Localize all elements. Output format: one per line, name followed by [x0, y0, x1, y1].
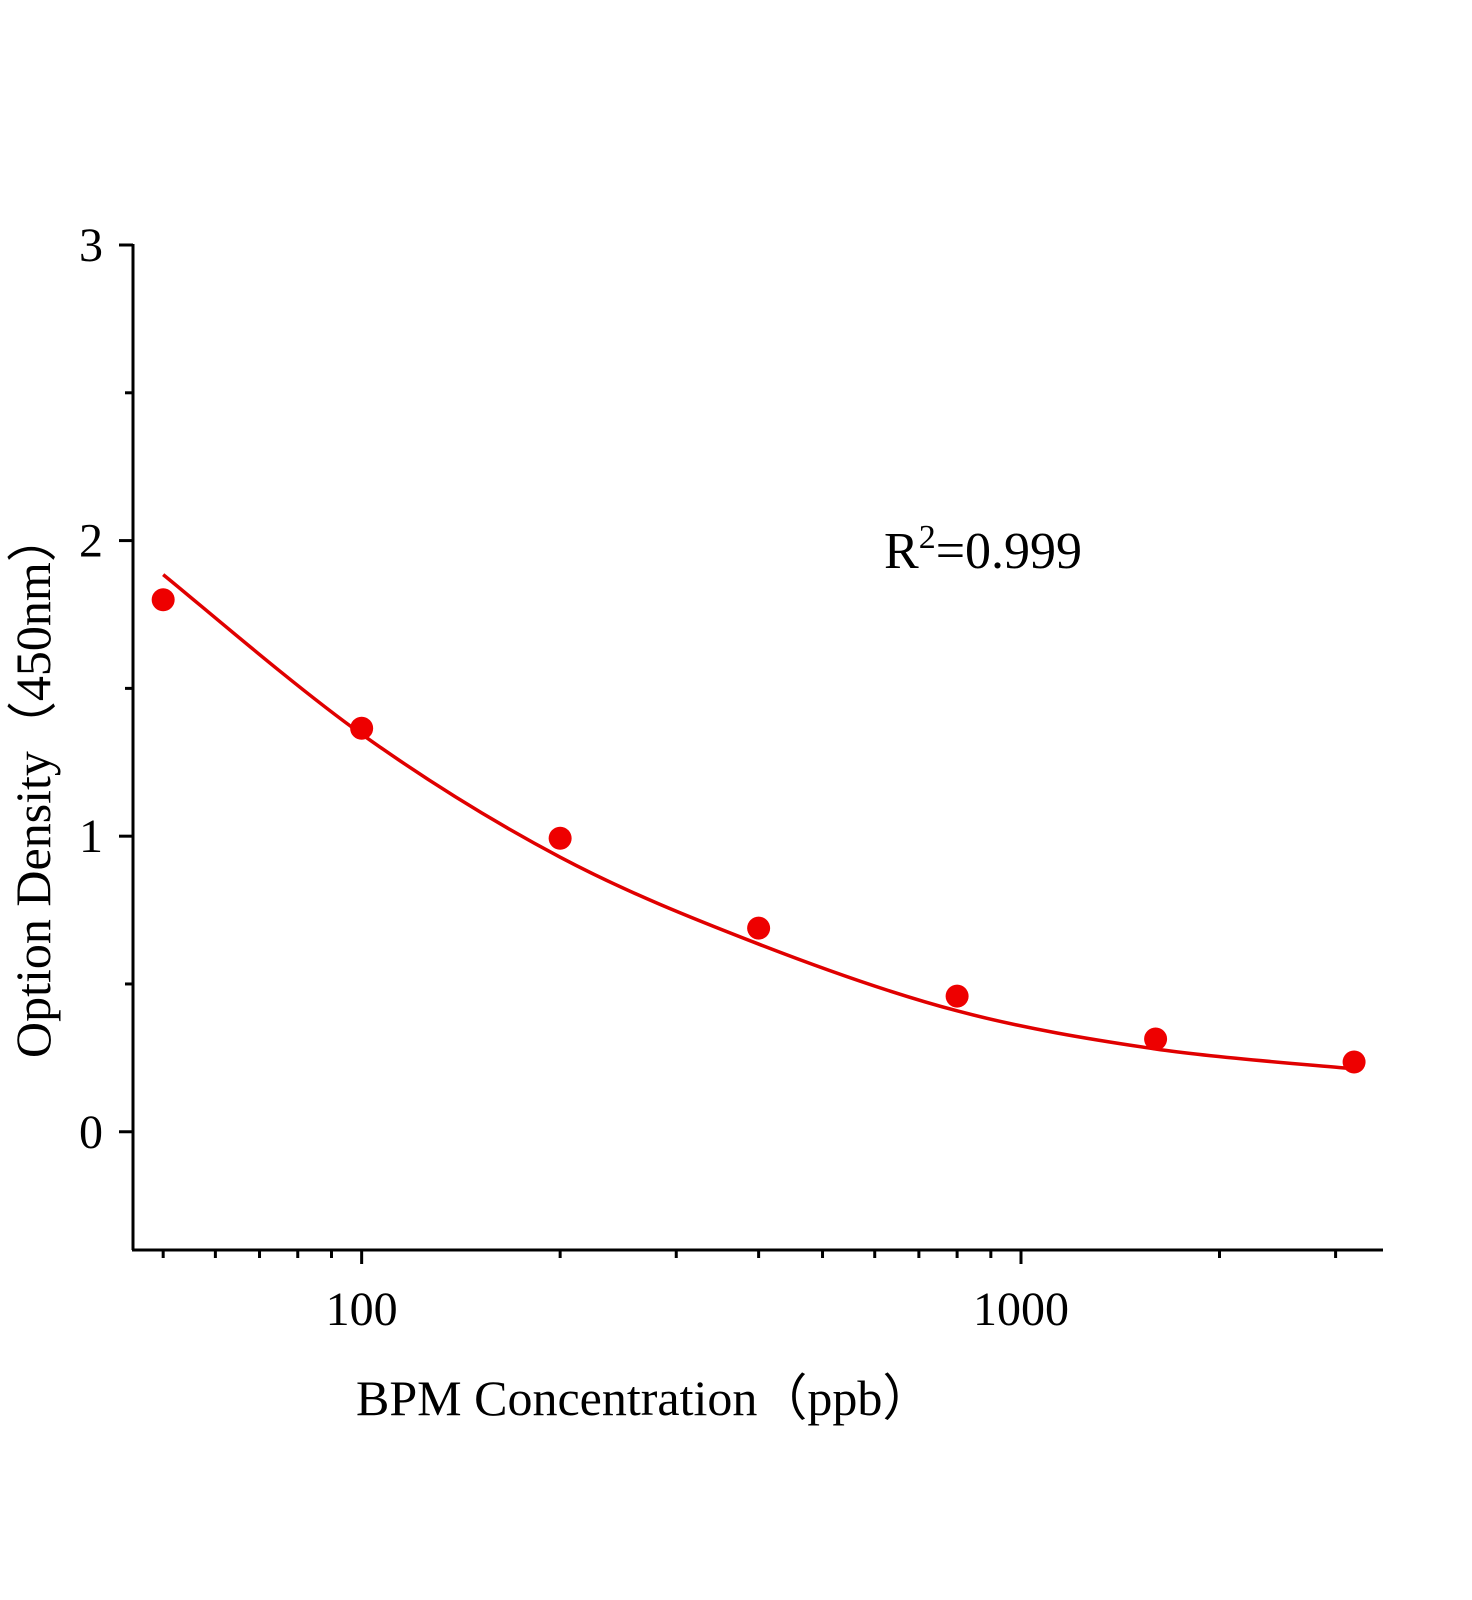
y-axis-label: Option Density（450nm） — [5, 512, 61, 1058]
x-tick-label: 1000 — [973, 1283, 1069, 1336]
data-point — [945, 984, 969, 1008]
y-tick-label: 2 — [79, 515, 103, 568]
x-tick-label: 100 — [326, 1283, 398, 1336]
y-tick-label: 0 — [79, 1106, 103, 1159]
data-point — [350, 716, 374, 740]
data-point — [1342, 1050, 1366, 1074]
marks — [151, 573, 1366, 1074]
fit-curve — [162, 573, 1355, 1071]
x-axis-label: BPM Concentration（ppb） — [356, 1370, 932, 1426]
data-point — [151, 588, 175, 612]
axes: 0 1 2 3 100 1000 — [79, 219, 1383, 1336]
annotation-rest: =0.999 — [936, 523, 1082, 580]
y-tick-label: 3 — [79, 219, 103, 272]
data-point — [548, 826, 572, 850]
data-point — [747, 916, 771, 940]
annotation-sup: 2 — [919, 519, 936, 556]
annotation-r-squared: R2=0.999 — [884, 519, 1082, 580]
annotation-base: R — [884, 523, 919, 580]
data-point — [1144, 1027, 1168, 1051]
y-tick-label: 1 — [79, 810, 103, 863]
